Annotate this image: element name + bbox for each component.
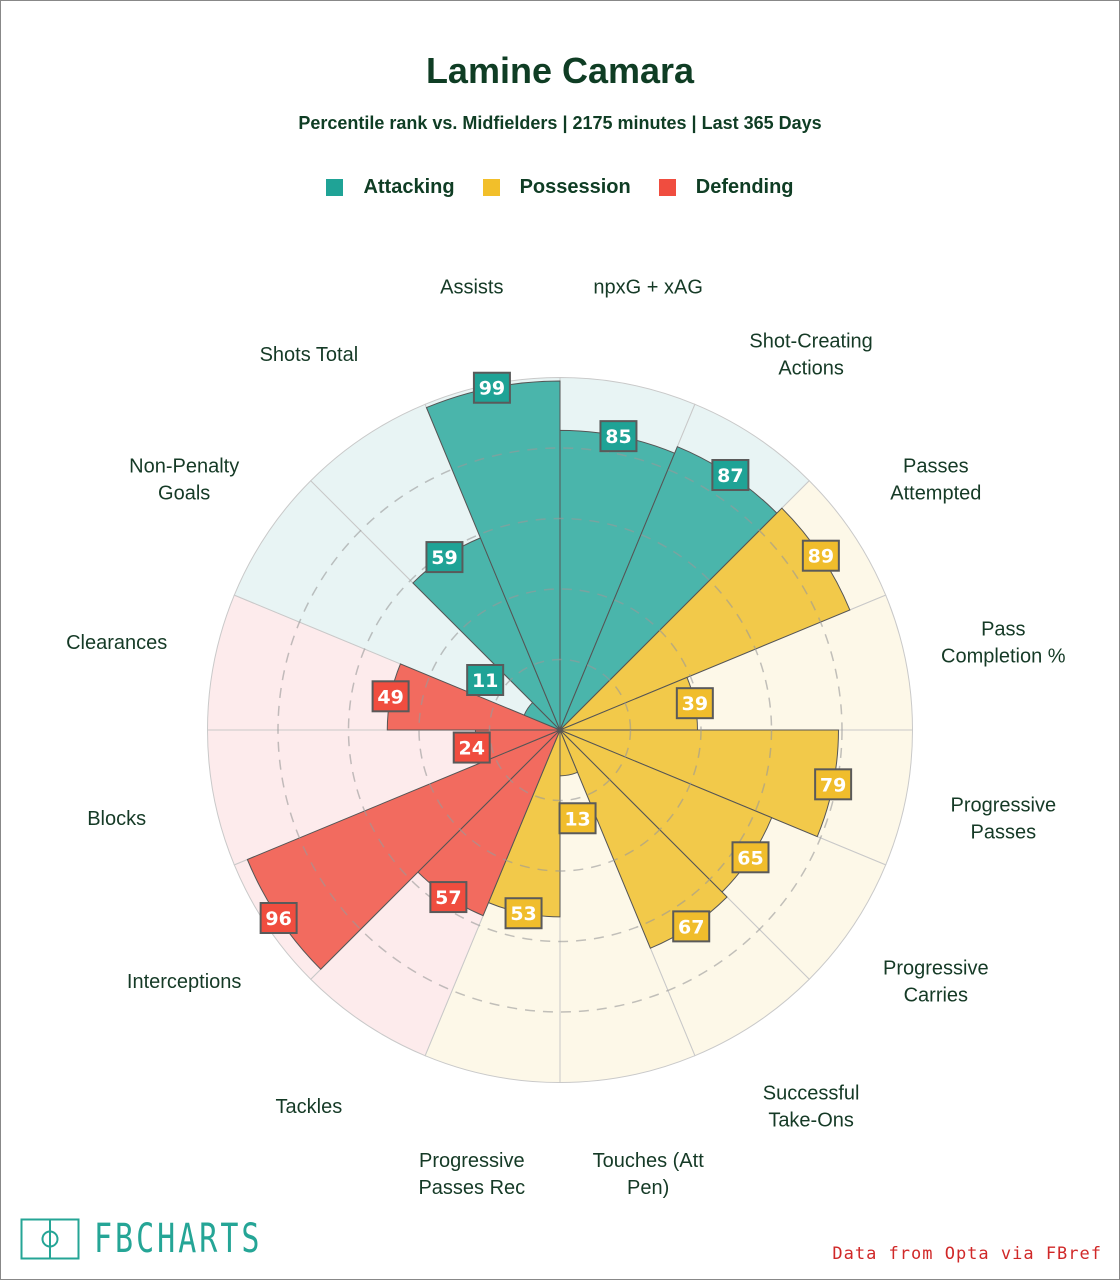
value-box [425,541,464,574]
value-label: 57 [435,887,461,909]
value-label: 11 [472,670,498,692]
category-label: Completion % [941,645,1066,667]
value-box [599,420,638,453]
logo-text: FBCHARTS [94,1216,263,1262]
gridline [418,588,702,872]
fbcharts-logo: FBCHARTS [20,1216,319,1262]
legend-label: Defending [695,176,794,198]
category-label: Successful [763,1082,860,1104]
legend-swatch-possession [482,179,500,196]
legend-label: Possession [519,176,631,198]
category-label: Clearances [66,632,167,654]
value-label: 67 [678,916,704,938]
value-box [672,910,711,943]
legend-item-possession: Possession [482,176,631,199]
gridline [347,517,773,943]
value-label: 89 [808,546,834,568]
category-label: Shot-Creating [749,331,872,353]
legend-swatch-attacking [326,179,344,196]
category-label: Progressive [883,958,989,980]
value-box [675,687,714,720]
value-box [801,539,840,572]
category-label: npxG + xAG [593,277,703,299]
value-label: 87 [717,465,743,487]
data-credit: Data from Opta via FBref [832,1244,1102,1264]
category-label: Attempted [890,482,981,504]
legend-label: Attacking [363,176,455,198]
value-label: 13 [564,808,590,830]
value-box [452,731,491,764]
value-label: 53 [510,903,536,925]
category-label: Progressive [951,795,1057,817]
value-box [711,459,750,492]
value-label: 99 [479,378,505,400]
category-label: Pen) [627,1177,669,1199]
value-box [814,768,853,801]
chart-title: Lamine Camara [425,50,695,91]
category-label: Passes [903,455,969,477]
category-label: Goals [158,482,210,504]
category-label: Pass [981,618,1025,640]
category-label: Touches (Att [593,1150,705,1172]
legend-swatch-defending [658,179,676,196]
category-label: Take-Ons [768,1109,854,1131]
category-label: Blocks [87,808,146,830]
category-label: Progressive [419,1150,525,1172]
chart-subtitle: Percentile rank vs. Midfielders | 2175 m… [298,113,822,133]
pitch-icon [20,1218,80,1260]
category-label: Tackles [276,1096,343,1118]
category-label: Assists [440,277,503,299]
slice-background [206,729,561,866]
value-box [504,897,543,930]
value-box [472,371,511,404]
value-box [558,802,597,835]
category-label: Passes [971,822,1037,844]
value-label: 79 [820,774,846,796]
category-label: Carries [904,985,968,1007]
category-label: Non-Penalty [129,455,239,477]
legend: Attacking Possession Defending [0,176,1120,199]
category-label: Interceptions [127,971,242,993]
gridline [488,658,632,802]
category-label: Passes Rec [418,1177,525,1199]
gridline [277,447,843,1013]
value-label: 65 [737,847,763,869]
legend-item-defending: Defending [658,176,794,199]
value-box [259,902,298,935]
value-label: 24 [459,738,485,760]
legend-item-attacking: Attacking [326,176,455,199]
value-box [371,680,410,713]
category-label: Shots Total [260,344,359,366]
value-label: 96 [265,908,291,930]
value-box [429,881,468,914]
value-label: 39 [682,693,708,715]
value-box [466,663,505,696]
value-label: 49 [377,686,403,708]
category-label: Actions [778,358,844,380]
value-label: 59 [431,547,457,569]
value-label: 85 [605,426,631,448]
value-box [731,841,770,874]
